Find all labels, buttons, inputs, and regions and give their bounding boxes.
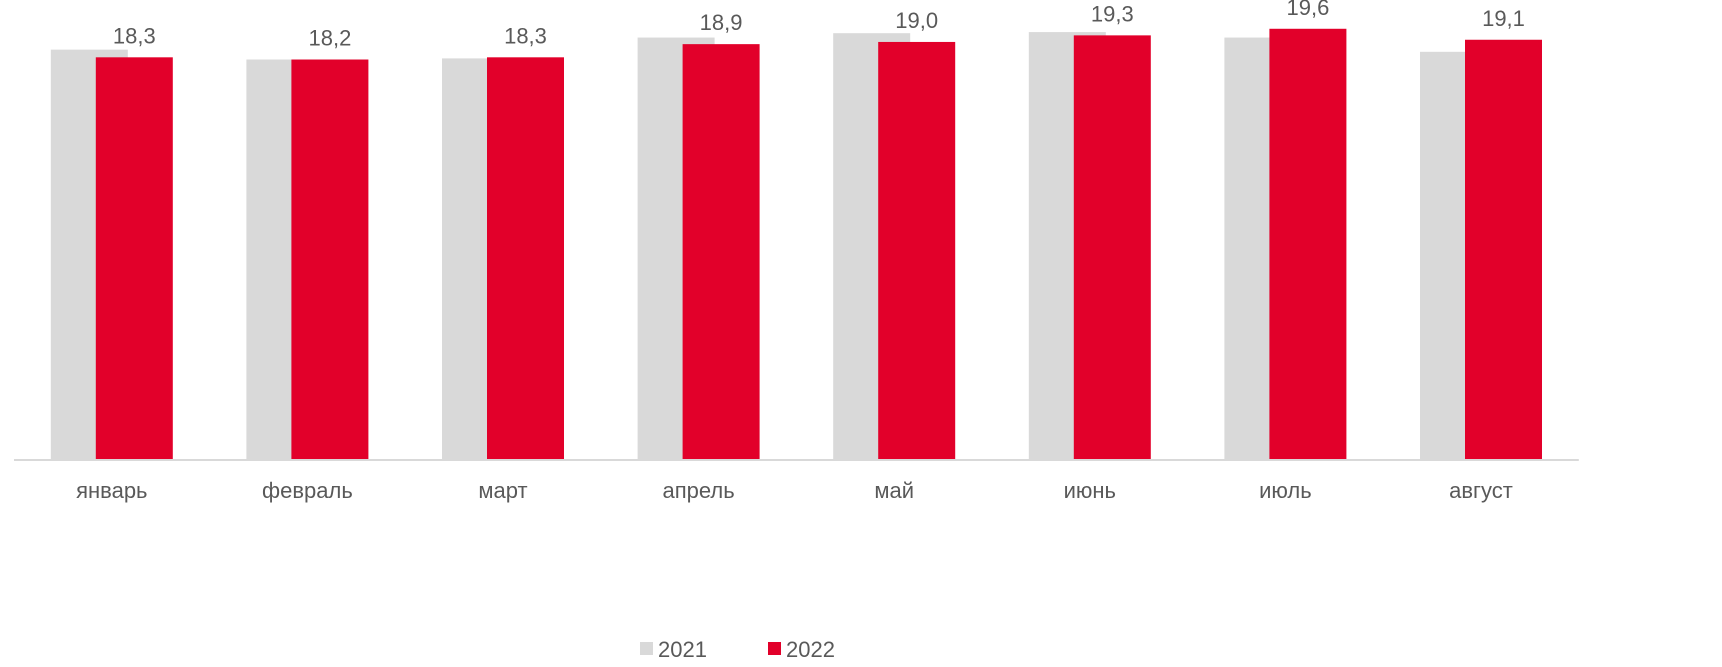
data-label-2022-7: 19,1 (1482, 6, 1525, 31)
legend: 2021 2022 (640, 637, 835, 662)
x-tick-label-5: июнь (1064, 478, 1116, 503)
bar-2022-7 (1465, 39, 1542, 459)
bar-2022-4 (878, 41, 956, 459)
bar-2022-3 (682, 44, 760, 460)
bar-2022-6 (1269, 28, 1347, 460)
data-label-2022-5: 19,3 (1091, 1, 1134, 26)
x-tick-label-7: август (1449, 478, 1513, 503)
bar-2022-0 (95, 57, 173, 459)
data-label-2022-4: 19,0 (895, 8, 938, 33)
data-label-2022-2: 18,3 (504, 23, 547, 48)
x-axis-tick-labels: январь февраль март апрель май июнь июль август (76, 478, 1513, 503)
series-2022-bars (95, 28, 1542, 460)
x-tick-label-4: май (874, 478, 914, 503)
x-tick-label-1: февраль (262, 478, 353, 503)
bar-2022-2 (487, 57, 564, 459)
data-label-2022-0: 18,3 (113, 23, 156, 48)
x-tick-label-0: январь (76, 478, 147, 503)
legend-label-2021: 2021 (658, 637, 707, 662)
data-label-2022-3: 18,9 (700, 10, 743, 35)
data-label-2022-1: 18,2 (308, 26, 351, 51)
data-label-2022-6: 19,6 (1286, 0, 1329, 20)
bar-2022-5 (1073, 35, 1151, 460)
x-tick-label-2: март (478, 478, 527, 503)
bar-2022-1 (291, 59, 369, 459)
legend-swatch-2021 (640, 642, 653, 655)
data-labels: 18,3 18,2 18,3 18,9 19,0 19,3 19,6 19,1 (113, 0, 1525, 51)
x-tick-label-6: июль (1259, 478, 1312, 503)
x-tick-label-3: апрель (663, 478, 735, 503)
legend-label-2022: 2022 (786, 637, 835, 662)
legend-swatch-2022 (768, 642, 781, 655)
